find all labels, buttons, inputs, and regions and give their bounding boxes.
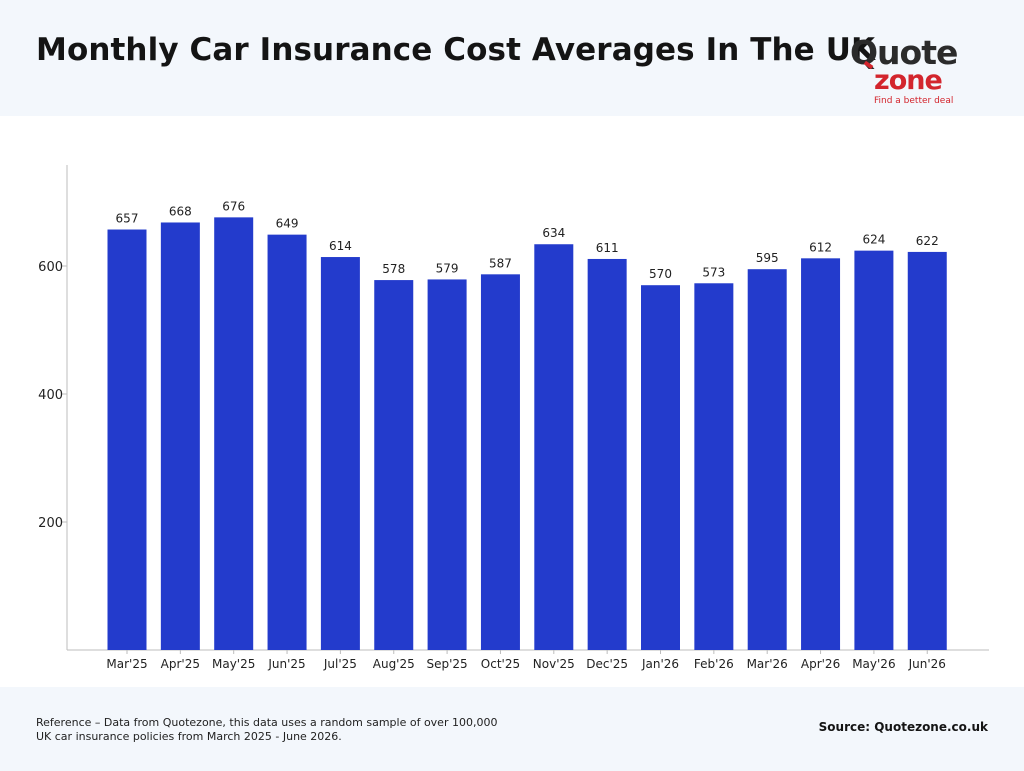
logo-tagline: Find a better deal [874, 96, 954, 106]
bar [694, 283, 734, 650]
y-axis-ticks: 200 400 600 [38, 260, 67, 531]
bar-value-label: 570 [649, 267, 672, 281]
header: Monthly Car Insurance Cost Averages In T… [0, 0, 1024, 116]
bar-value-label: 676 [222, 199, 245, 213]
bar-value-label: 611 [596, 241, 619, 255]
bar-value-label: 614 [329, 239, 352, 253]
x-tick-label: Oct'25 [481, 657, 520, 671]
x-tick-label: May'26 [852, 657, 895, 671]
bar-value-label: 649 [276, 217, 299, 231]
bar [641, 285, 680, 650]
bar [427, 279, 467, 650]
y-tick-label: 600 [38, 260, 63, 275]
x-tick-label: Jan'26 [641, 657, 679, 671]
bar-value-label: 634 [542, 226, 565, 240]
x-tick-label: Apr'26 [801, 657, 840, 671]
bar [907, 251, 947, 651]
x-tick-label: Mar'25 [106, 657, 147, 671]
x-tick-label: Jul'25 [323, 657, 357, 671]
x-axis-ticks: Mar'25 Apr'25 May'25 Jun'25 Jul'25 Aug'25 Sep'… [106, 650, 946, 671]
x-tick-label: Aug'25 [373, 657, 415, 671]
bar-value-label: 622 [916, 234, 939, 248]
bar [374, 280, 414, 650]
bar-value-label: 612 [809, 240, 832, 254]
bar [747, 269, 787, 650]
bar [480, 274, 520, 650]
bar-value-label: 657 [116, 212, 139, 226]
bar-chart: 200 400 600 657 668 676 649 614 578 579 587 634 611… [38, 165, 989, 671]
bar-value-label: 578 [382, 262, 405, 276]
bar-value-label: 579 [436, 261, 459, 275]
bar-value-label: 587 [489, 256, 512, 270]
bar-value-label: 595 [756, 251, 779, 265]
x-tick-label: May'25 [212, 657, 255, 671]
bar [107, 229, 147, 650]
bar [320, 257, 360, 650]
bar [214, 217, 254, 651]
bar [267, 234, 307, 650]
y-tick-label: 200 [38, 516, 63, 531]
bar [801, 258, 841, 650]
bar [587, 258, 627, 650]
reference-note: Reference – Data from Quotezone, this da… [36, 716, 498, 743]
x-tick-label: Jun'25 [267, 657, 305, 671]
x-tick-label: Feb'26 [694, 657, 734, 671]
x-tick-label: Nov'25 [533, 657, 575, 671]
bar [854, 250, 894, 650]
bar-value-labels: 657 668 676 649 614 578 579 587 634 611 570 573 595 6… [116, 199, 939, 281]
source-credit: Source: Quotezone.co.uk [818, 720, 988, 734]
logo-word-zone: zone [874, 65, 943, 96]
bars [107, 217, 947, 651]
bar-value-label: 624 [862, 233, 885, 247]
x-tick-label: Apr'25 [161, 657, 200, 671]
x-tick-label: Jun'26 [908, 657, 946, 671]
bar-value-label: 573 [702, 265, 725, 279]
x-tick-label: Sep'25 [427, 657, 468, 671]
footer: Reference – Data from Quotezone, this da… [0, 687, 1024, 771]
x-tick-label: Dec'25 [586, 657, 628, 671]
x-tick-label: Mar'26 [747, 657, 788, 671]
bar [160, 222, 200, 650]
bar [534, 244, 574, 651]
y-tick-label: 400 [38, 388, 63, 403]
quotezone-logo[interactable]: Quote zone Find a better deal [846, 36, 966, 110]
bar-value-label: 668 [169, 204, 192, 218]
page-title: Monthly Car Insurance Cost Averages In T… [36, 32, 876, 68]
